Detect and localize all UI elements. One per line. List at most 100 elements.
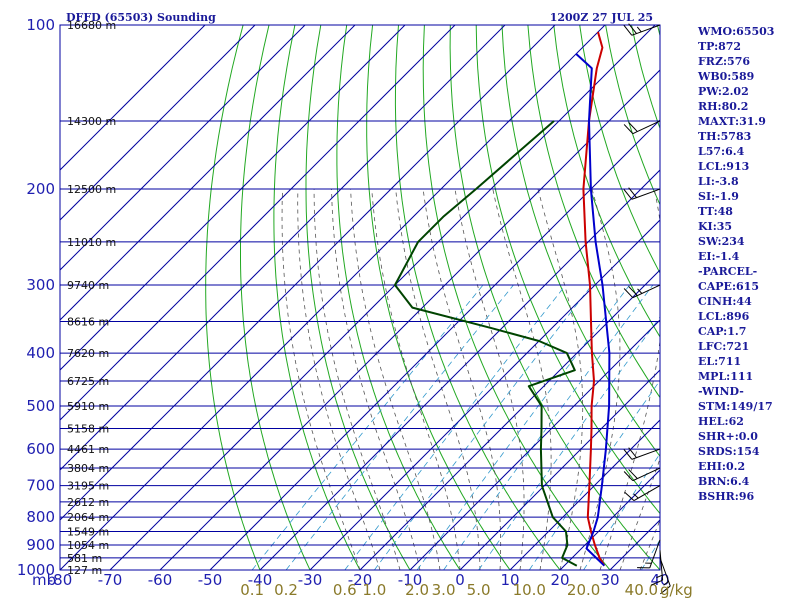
height-label: 3195 m <box>67 480 109 493</box>
temperature-tick-label: 10 <box>500 571 519 589</box>
sounding-index: MAXT:31.9 <box>698 115 766 128</box>
sounding-index: CAPE:615 <box>698 280 759 293</box>
isotherm <box>60 25 406 371</box>
height-label: 2064 m <box>67 511 109 524</box>
temperature-tick-label: -50 <box>198 571 223 589</box>
sounding-index: HEL:62 <box>698 415 744 428</box>
isotherm <box>259 169 660 570</box>
sounding-index: SHR+:0.0 <box>698 430 758 443</box>
wind-barb-flag <box>623 288 634 299</box>
wind-barb-flag <box>660 585 671 595</box>
parcel-curve <box>575 53 611 567</box>
wind-barb <box>650 550 664 586</box>
sounding-index: BSHR:96 <box>698 490 754 503</box>
moist-adiabat <box>371 189 461 570</box>
height-label: 3804 m <box>67 462 109 475</box>
height-label: 7620 m <box>67 347 109 360</box>
mixing-ratio-label: 1.0 <box>362 581 386 599</box>
wind-barb-flag <box>650 579 663 586</box>
wind-barb-flag <box>628 286 638 296</box>
height-label: 127 m <box>67 564 102 577</box>
wind-barb-flag <box>623 189 633 200</box>
sounding-index: SW:234 <box>698 235 745 248</box>
isotherm <box>409 319 660 570</box>
temperature-tick-label: -20 <box>348 571 373 589</box>
sounding-index: FRZ:576 <box>698 55 750 68</box>
wind-barb <box>623 447 661 460</box>
sounding-index: -PARCEL- <box>698 265 757 278</box>
moist-adiabat <box>579 188 621 570</box>
wind-barb-staff <box>659 557 671 587</box>
sounding-title: DFFD (65503) Sounding <box>66 11 216 24</box>
pressure-tick-label: 700 <box>26 477 55 495</box>
height-label: 1054 m <box>67 539 109 552</box>
pressure-unit-label: mb <box>32 571 56 589</box>
mixing-ratio-unit: g/kg <box>660 581 693 599</box>
height-label: 16680 m <box>67 19 116 32</box>
sounding-index: WMO:65503 <box>697 25 774 38</box>
isotherm <box>60 25 306 271</box>
isotherm <box>459 369 660 570</box>
wind-barb-flag <box>628 122 638 132</box>
isotherm <box>309 219 660 570</box>
height-label: 11010 m <box>67 236 116 249</box>
wind-barb <box>659 557 671 595</box>
sounding-index: PW:2.02 <box>698 85 749 98</box>
height-label: 6725 m <box>67 375 109 388</box>
moist-adiabat <box>331 189 421 570</box>
wind-barb-half-flag <box>636 26 642 33</box>
sounding-index: MPL:111 <box>698 370 753 383</box>
isotherm <box>60 25 506 471</box>
sounding-curves <box>394 31 611 567</box>
wind-barb <box>623 120 661 135</box>
moist-adiabat <box>313 189 401 570</box>
height-label: 5910 m <box>67 400 109 413</box>
plot-frame <box>59 24 661 571</box>
wind-barb <box>623 467 661 482</box>
temperature-tick-label: 30 <box>600 571 619 589</box>
mixing-ratio-line <box>374 284 593 570</box>
height-label: 1549 m <box>67 526 109 539</box>
pressure-tick-label: 500 <box>26 397 55 415</box>
height-label: 581 m <box>67 552 102 565</box>
temperature-tick-label: -60 <box>148 571 173 589</box>
sounding-index: CINH:44 <box>698 295 752 308</box>
sounding-index: EHI:0.2 <box>698 460 745 473</box>
height-label: 8616 m <box>67 316 109 329</box>
temperature-tick-label: -80 <box>48 571 73 589</box>
sounding-index: LI:-3.8 <box>698 175 739 188</box>
isotherm <box>159 69 660 570</box>
sounding-index: TT:48 <box>698 205 733 218</box>
temperature-tick-label: -10 <box>398 571 423 589</box>
wind-barb-staff <box>632 284 661 299</box>
moist-adiabat <box>599 189 660 570</box>
isotherm <box>60 25 606 570</box>
wind-barb-flag <box>624 491 635 501</box>
wind-barb <box>637 539 661 569</box>
wind-barb-flag <box>623 471 634 482</box>
sounding-index: STM:149/17 <box>698 400 773 413</box>
wind-barb-flag <box>628 469 638 479</box>
mixing-ratio-label: 3.0 <box>432 581 456 599</box>
isotherm <box>109 25 656 570</box>
background-grid <box>60 25 660 570</box>
pressure-tick-label: 200 <box>26 180 55 198</box>
pressure-tick-label: 300 <box>26 276 55 294</box>
sounding-index: BRN:6.4 <box>698 475 750 488</box>
sounding-index: KI:35 <box>698 220 732 233</box>
sounding-index: LCL:896 <box>698 310 750 323</box>
wind-barb-half-flag <box>637 288 643 294</box>
moist-adiabat <box>350 189 441 570</box>
sounding-index: EI:-1.4 <box>698 250 740 263</box>
pressure-tick-label: 600 <box>26 440 55 458</box>
isotherm <box>60 25 456 421</box>
wind-barb-flag <box>628 23 637 34</box>
wind-barb-staff <box>632 467 661 482</box>
sounding-indices: WMO:65503 TP:872 FRZ:576 WB0:589 PW:2.02 RH:8… <box>697 25 774 503</box>
sounding-index: RH:80.2 <box>698 100 748 113</box>
sounding-index: LFC:721 <box>698 340 749 353</box>
height-label: 12500 m <box>67 183 116 196</box>
sounding-index: LCL:913 <box>698 160 749 173</box>
